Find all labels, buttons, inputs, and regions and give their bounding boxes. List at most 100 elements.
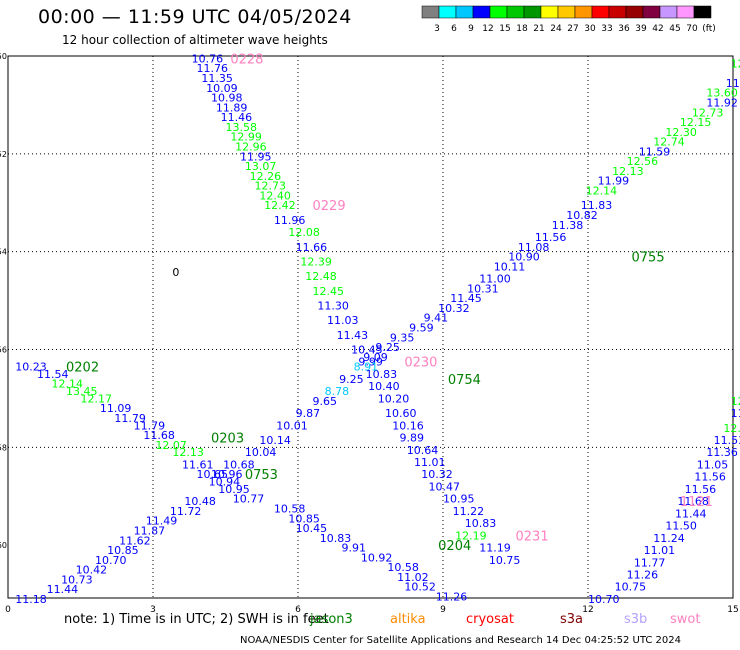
wave-height-value: 11.56 (694, 471, 726, 484)
x-tick-label: 9 (440, 605, 446, 615)
x-tick-label: 15 (727, 605, 738, 615)
wave-height-value: 11.96 (274, 214, 306, 227)
wave-height-value: 12.96 (235, 140, 267, 153)
colorbar-swatch (608, 5, 627, 19)
wave-height-value: 10.70 (588, 593, 620, 606)
wave-height-value: 11.00 (479, 273, 511, 286)
pass-time-label: 0231 (516, 529, 549, 544)
wave-height-value: 10.73 (61, 573, 93, 586)
colorbar-tick: 12 (482, 24, 493, 34)
y-tick-label: -58 (0, 443, 7, 452)
chart-subtitle: 12 hour collection of altimeter wave hei… (62, 33, 328, 47)
wave-height-value: 11.05 (697, 458, 729, 471)
wave-height-value: 11.19 (479, 542, 511, 555)
wave-height-value: 10.16 (392, 419, 424, 432)
wave-height-value: 10.32 (438, 302, 470, 315)
wave-height-value: 10.76 (192, 52, 224, 65)
satellite-s3a: s3a (560, 612, 584, 627)
wave-height-value: 11.09 (100, 402, 132, 415)
wave-height-value: 11.01 (644, 544, 676, 557)
wave-height-value: 9.91 (342, 542, 367, 555)
wave-height-value: 11.02 (397, 571, 429, 584)
footer-note: note: 1) Time is in UTC; 2) SWH is in fe… (64, 612, 329, 627)
plot-frame (7, 55, 734, 599)
wave-height-value: 10.48 (184, 495, 216, 508)
wave-height-value: 10.85 (107, 544, 139, 557)
wave-height-value: 12.40 (259, 189, 291, 202)
wave-height-value: 10.32 (421, 468, 453, 481)
x-tick-label: 6 (295, 605, 301, 615)
colorbar-tick: 70 (686, 24, 698, 34)
colorbar-tick: 3 (434, 24, 440, 34)
wave-height-value: 11.03 (327, 314, 359, 327)
colorbar-swatch (540, 5, 559, 19)
pass-time-labels: 0228 0229 0230 0231 1121 0202 0203 0204 0753 0754… (66, 52, 713, 554)
wave-height-value: 10.85 (288, 512, 320, 525)
wave-height-value: 11.95 (240, 150, 272, 163)
wave-height-value: 12.73 (692, 106, 724, 119)
colorbar-swatch (438, 5, 457, 19)
wave-height-value: 11.49 (146, 515, 178, 528)
wave-height-value: 10.14 (259, 434, 291, 447)
wave-height-value: 11.22 (453, 505, 485, 518)
wave-height-value: 10.58 (387, 561, 419, 574)
wave-height-value: 12.45 (313, 285, 345, 298)
wave-height-value: 10.04 (245, 446, 276, 459)
wave-height-value: 8.78 (325, 385, 350, 398)
wave-height-value: 12.79 (731, 57, 740, 70)
wave-height-value: 8.91 (354, 361, 379, 374)
wave-height-value: 11.62 (119, 534, 150, 547)
wave-height-value: 11.45 (450, 292, 482, 305)
colorbar-tick: 27 (567, 24, 578, 34)
wave-height-value: 11.36 (706, 446, 738, 459)
wave-height-value: 11.59 (639, 145, 671, 158)
y-tick-label: -52 (0, 150, 7, 159)
wave-height-value: 10.40 (368, 380, 400, 393)
wave-height-value: 12.19 (455, 529, 487, 542)
wave-height-value: 11.68 (677, 495, 709, 508)
colorbar-swatch (472, 5, 491, 19)
wave-height-value: 10.42 (76, 564, 108, 577)
wave-height-value: 11.56 (535, 231, 567, 244)
wave-height-value: 10.45 (351, 344, 383, 357)
wave-height-value: 9.35 (390, 331, 415, 344)
satellite-cryosat: cryosat (466, 612, 514, 627)
wave-height-value: 11.54 (37, 368, 69, 381)
wave-height-value: 10.47 (429, 480, 461, 493)
satellite-jason3: jason3 (310, 612, 353, 627)
wave-height-value: 12.00 (723, 422, 740, 435)
wave-height-value: 11.68 (143, 429, 175, 442)
wave-height-value: 11.24 (653, 532, 685, 545)
colorbar-swatch (421, 5, 440, 19)
wave-height-value: 11.35 (201, 72, 233, 85)
wave-height-value: 11.72 (170, 505, 202, 518)
x-tick-label: 0 (5, 605, 11, 615)
wave-height-value: 12.30 (665, 126, 697, 139)
wave-height-value: 9.87 (296, 407, 321, 420)
wave-height-value: 10.83 (366, 368, 398, 381)
colorbar-tick: 6 (451, 24, 457, 34)
wave-height-value: 11.08 (518, 241, 550, 254)
wave-height-value: 10.52 (404, 581, 436, 594)
wave-height-value: 11.56 (685, 483, 717, 496)
pass-time-label: 0755 (632, 251, 665, 266)
y-tick-label: -56 (0, 346, 7, 355)
wave-height-value: 10.68 (223, 458, 255, 471)
wave-height-value: 11.26 (627, 569, 659, 582)
wave-height-value: 11.61 (182, 458, 214, 471)
wave-height-value: 11.79 (114, 412, 146, 425)
wave-height-value: 11.92 (706, 96, 738, 109)
colorbar-tick: 21 (533, 24, 544, 34)
colorbar-swatch (557, 5, 576, 19)
wave-height-value: 9.25 (375, 341, 400, 354)
wave-height-value: 10.82 (566, 209, 598, 222)
wave-height-value: 10.65 (197, 468, 229, 481)
wave-height-value: 10.60 (385, 407, 417, 420)
wave-height-value: 11.66 (296, 241, 328, 254)
wave-height-value: 11.44 (675, 507, 707, 520)
wave-height-value: 12.08 (288, 226, 320, 239)
wave-height-value: 12.14 (586, 185, 618, 198)
wave-height-value: 11.44 (47, 583, 79, 596)
wave-height-value: 10.90 (508, 251, 540, 264)
wave-height-value: 11.38 (552, 219, 584, 232)
